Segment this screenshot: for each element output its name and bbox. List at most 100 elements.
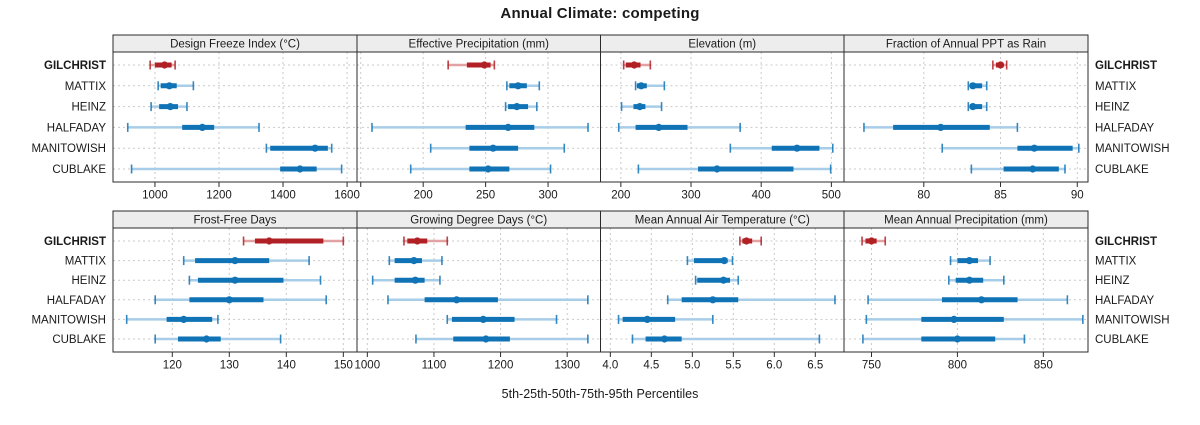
series-halfaday <box>863 122 1019 132</box>
site-label-left-manitowish: MANITOWISH <box>31 143 106 155</box>
series-cublake <box>637 164 832 174</box>
panel-border <box>112 227 358 353</box>
site-label-right-cublake: CUBLAKE <box>1095 334 1149 346</box>
median-dot <box>482 335 490 343</box>
median-dot <box>514 82 522 90</box>
panel-border <box>356 51 601 183</box>
site-label-right-halfaday: HALFADAY <box>1095 295 1155 307</box>
axis-tick-label: 1200 <box>206 190 232 202</box>
x-axis-label: 5th-25th-50th-75th-95th Percentiles <box>501 387 699 401</box>
median-dot <box>630 61 638 69</box>
panel-fraction-of-annual-ppt-as-rain: 80 85 90 Fraction of Annual PPT as Rain <box>843 34 1089 202</box>
site-label-right-gilchrist: GILCHRIST <box>1095 236 1157 248</box>
series-manitowish <box>865 314 1084 324</box>
axis-tick-label: 90 <box>1071 190 1084 202</box>
site-label-right-mattix: MATTIX <box>1095 81 1137 93</box>
median-dot <box>977 296 986 304</box>
site-label-left-manitowish: MANITOWISH <box>31 314 106 326</box>
axis-tick-label: 200 <box>414 190 433 202</box>
axis-tick-label: 6.5 <box>807 360 823 372</box>
series-manitowish <box>265 143 333 153</box>
series-gilchrist <box>403 236 449 246</box>
panel-border <box>600 51 845 183</box>
series-heinz <box>694 275 740 285</box>
series-gilchrist <box>992 60 1008 70</box>
series-cublake <box>154 334 282 344</box>
strip-title: Frost-Free Days <box>193 215 276 227</box>
median-dot <box>198 123 206 131</box>
median-dot <box>655 123 663 131</box>
site-label-left-heinz: HEINZ <box>72 102 107 114</box>
panel-elevation-m: 200 300 400 500 Elevation (m) <box>600 34 845 202</box>
median-dot <box>709 296 717 304</box>
site-label-right-cublake: CUBLAKE <box>1095 164 1149 176</box>
panel-growing-degree-days-c: 1000 1100 1200 1300 Growing Degree Days (°C) <box>355 210 601 372</box>
site-label-left-halfaday: HALFADAY <box>47 295 107 307</box>
series-cublake <box>970 164 1066 174</box>
axis-tick-label: 200 <box>611 190 630 202</box>
series-halfaday <box>617 122 741 132</box>
panel-design-freeze-index-c: 1000 1200 1400 1600 Design Freeze Index (°C) <box>112 34 360 202</box>
site-label-left-heinz: HEINZ <box>72 275 107 287</box>
median-dot <box>231 257 239 265</box>
panel-frost-free-days: 120 130 140 150 Frost-Free Days <box>112 210 358 372</box>
series-halfaday <box>666 295 836 305</box>
panel-border <box>112 51 358 183</box>
axis-tick-label: 120 <box>163 360 182 372</box>
series-mattix <box>686 256 734 266</box>
site-label-left-halfaday: HALFADAY <box>47 122 107 134</box>
median-dot <box>636 103 644 111</box>
axis-tick-label: 5.5 <box>725 360 741 372</box>
series-gilchrist <box>447 60 496 70</box>
axis-tick-label: 85 <box>994 190 1007 202</box>
axis-tick-label: 750 <box>862 360 881 372</box>
median-dot <box>160 61 169 69</box>
series-halfaday <box>154 295 328 305</box>
axis-tick-label: 4.0 <box>602 360 618 372</box>
median-dot <box>479 315 487 323</box>
median-dot <box>1030 144 1038 152</box>
series-mattix <box>157 81 195 91</box>
median-dot <box>265 237 273 245</box>
panel-effective-precipitation-mm: 200 250 300 Effective Precipitation (mm) <box>356 34 601 202</box>
site-label-left-gilchrist: GILCHRIST <box>44 60 106 72</box>
median-dot <box>742 237 751 245</box>
site-label-left-cublake: CUBLAKE <box>52 164 106 176</box>
series-cublake <box>631 334 821 344</box>
series-mattix <box>949 256 991 266</box>
median-dot <box>165 82 173 90</box>
median-dot <box>937 123 945 131</box>
series-cublake <box>862 334 1026 344</box>
axis-tick-label: 140 <box>277 360 296 372</box>
median-dot <box>202 335 211 343</box>
panel-border <box>843 227 1089 353</box>
site-label-right-mattix: MATTIX <box>1095 256 1137 268</box>
axis-tick-label: 800 <box>948 360 967 372</box>
median-dot <box>225 296 233 304</box>
axis-tick-label: 80 <box>917 190 930 202</box>
median-dot <box>489 144 497 152</box>
median-dot <box>965 257 974 265</box>
strip-title: Mean Annual Precipitation (mm) <box>884 215 1048 227</box>
axis-tick-label: 1300 <box>554 360 580 372</box>
series-gilchrist <box>861 236 887 246</box>
series-gilchrist <box>149 60 176 70</box>
axis-tick-label: 300 <box>681 190 700 202</box>
series-heinz <box>620 102 663 112</box>
median-dot <box>480 61 488 69</box>
site-label-right-heinz: HEINZ <box>1095 102 1130 114</box>
axis-tick-label: 4.5 <box>643 360 659 372</box>
panel-border <box>600 227 845 353</box>
site-label-left-gilchrist: GILCHRIST <box>44 236 106 248</box>
series-cublake <box>409 164 552 174</box>
series-heinz <box>371 275 441 285</box>
series-heinz <box>948 275 1005 285</box>
series-heinz <box>188 275 322 285</box>
series-halfaday <box>387 295 589 305</box>
site-label-left-mattix: MATTIX <box>65 256 107 268</box>
series-heinz <box>150 102 188 112</box>
series-mattix <box>182 256 310 266</box>
site-label-left-mattix: MATTIX <box>65 81 107 93</box>
median-dot <box>413 237 421 245</box>
